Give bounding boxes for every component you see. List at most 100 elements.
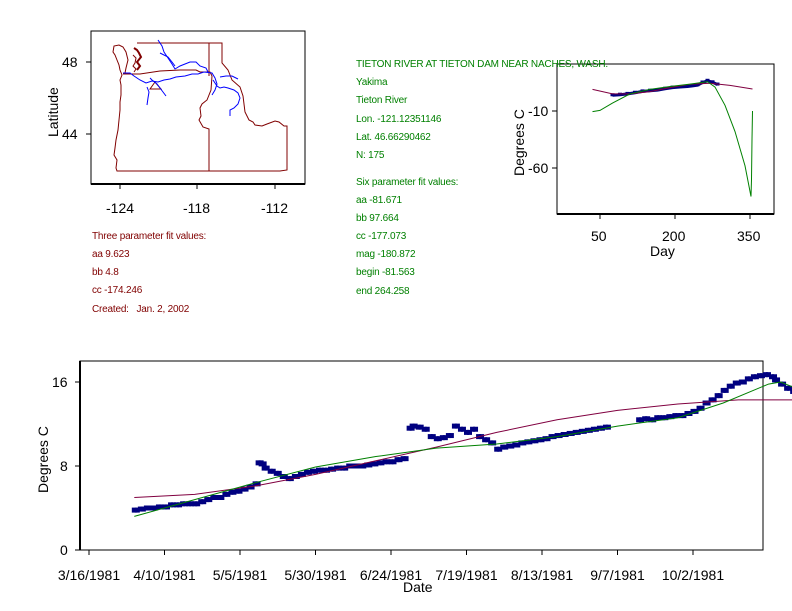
date-chart-observed-point (415, 424, 421, 430)
date-chart-observed-point (708, 397, 714, 403)
date-chart-observed-point (331, 466, 337, 472)
map-y-tick-label: 44 (62, 126, 78, 142)
date-chart-observed-point (312, 468, 318, 474)
date-chart-observed-point (397, 457, 403, 463)
date-chart-observed-point (494, 446, 500, 452)
date-chart-observed-point (669, 414, 675, 420)
day-chart-frame (556, 63, 775, 215)
date-chart-observed-point (180, 501, 186, 507)
date-chart-observed-point (636, 417, 642, 423)
date-chart-observed-point (684, 411, 690, 416)
six-param-cc: cc -177.073 (356, 231, 407, 242)
date-chart-observed-point (131, 507, 137, 513)
date-chart-observed-point (729, 383, 735, 389)
date-chart-observed-point (690, 408, 696, 414)
date-chart-observed-point (442, 435, 448, 441)
date-chart-observed-point (255, 460, 261, 466)
date-chart-observed-point (264, 465, 270, 471)
date-chart-observed-point (497, 446, 503, 452)
station-basin: Yakima (356, 77, 388, 88)
date-chart-six-param-fit-line (134, 381, 792, 517)
date-chart-observed-point (787, 385, 792, 391)
date-chart-observed-point (741, 379, 747, 385)
date-chart-observed-point (152, 505, 158, 511)
date-chart-observed-point (563, 432, 569, 437)
map-frame (90, 30, 306, 185)
date-chart-observed-point (596, 425, 602, 431)
map-x-ticks (119, 184, 276, 189)
date-chart-observed-point (162, 504, 167, 510)
date-chart-observed-point (137, 506, 143, 512)
date-chart-observed-point (488, 440, 494, 446)
date-chart-observed-point (560, 432, 566, 437)
date-chart-observed-point (373, 461, 379, 467)
date-chart-observed-point (744, 376, 750, 382)
date-chart-observed-point (171, 502, 177, 508)
date-chart-observed-point (569, 430, 575, 436)
date-chart-x-tick-label: 5/5/1981 (213, 567, 268, 583)
date-chart-observed-point (590, 426, 596, 432)
date-chart-x-axis-label: Date (403, 579, 433, 595)
date-chart-observed-point (738, 379, 744, 385)
date-chart-observed-point (225, 491, 231, 497)
date-chart-observed-point (759, 373, 765, 379)
date-chart-observed-point (370, 461, 376, 467)
date-chart-observed-point (566, 430, 572, 436)
date-chart-observed-point (503, 444, 509, 450)
day-chart-x-axis-label: Day (650, 243, 675, 259)
date-chart-observed-point (249, 484, 255, 490)
day-chart-y-ticks (552, 110, 557, 169)
date-chart-plot-area (131, 372, 792, 517)
date-chart-observed-point (781, 381, 787, 387)
date-chart-observed-point (388, 459, 394, 465)
date-chart-observed-point (575, 429, 581, 435)
date-chart-observed-point (421, 426, 427, 432)
date-chart-observed-point (355, 463, 361, 469)
day-chart-y-axis-label: Degrees C (511, 109, 527, 176)
date-chart-observed-point (186, 501, 192, 507)
date-chart-observed-point (216, 495, 222, 500)
day-chart-y-tick-label: -60 (528, 160, 548, 176)
date-chart-observed-point (322, 467, 328, 473)
date-chart-observed-point (672, 413, 678, 419)
date-chart-observed-point (642, 416, 648, 422)
map-x-tick-label: -118 (183, 200, 210, 216)
date-chart-observed-point (319, 467, 325, 473)
date-chart-observed-point (255, 481, 261, 487)
date-chart-observed-point (530, 438, 536, 444)
date-chart-observed-point (753, 374, 759, 380)
day-chart-three-param-fit-line (592, 82, 753, 95)
date-chart-observed-point (675, 413, 681, 419)
day-chart-x-tick-label: 350 (737, 228, 761, 244)
date-chart-observed-point (346, 463, 352, 469)
date-chart-observed-point (491, 440, 497, 446)
date-chart-observed-point (237, 488, 243, 494)
date-chart-observed-point (376, 460, 382, 466)
map-y-ticks (86, 61, 91, 135)
three-param-heading: Three parameter fit values: (92, 231, 207, 242)
created-date: Created: Jan. 2, 2002 (92, 304, 190, 315)
date-chart-observed-point (204, 497, 210, 503)
date-chart-observed-point (772, 374, 778, 380)
date-chart-observed-point (427, 434, 433, 440)
date-chart-observed-point (201, 499, 207, 505)
date-chart-observed-point (213, 495, 219, 500)
clearwater-river (219, 75, 239, 80)
date-chart-observed-point (294, 474, 300, 479)
date-chart-observed-point (231, 489, 237, 495)
date-chart-observed-point (306, 469, 312, 475)
date-chart-y-ticks (75, 381, 80, 551)
date-chart-observed-point (222, 491, 228, 497)
date-chart-observed-point (451, 423, 457, 429)
date-chart-observed-point (536, 437, 542, 443)
date-chart-observed-point (297, 471, 303, 477)
date-chart-frame (79, 360, 764, 551)
date-chart-observed-point (602, 424, 608, 430)
date-chart-observed-point (470, 426, 476, 432)
date-chart-observed-point (358, 463, 364, 469)
date-chart-observed-point (343, 465, 349, 471)
six-param-heading: Six parameter fit values: (356, 177, 459, 188)
date-chart-observed-point (367, 462, 373, 468)
date-chart-observed-point (424, 426, 430, 432)
day-chart-plot-area (592, 78, 753, 197)
